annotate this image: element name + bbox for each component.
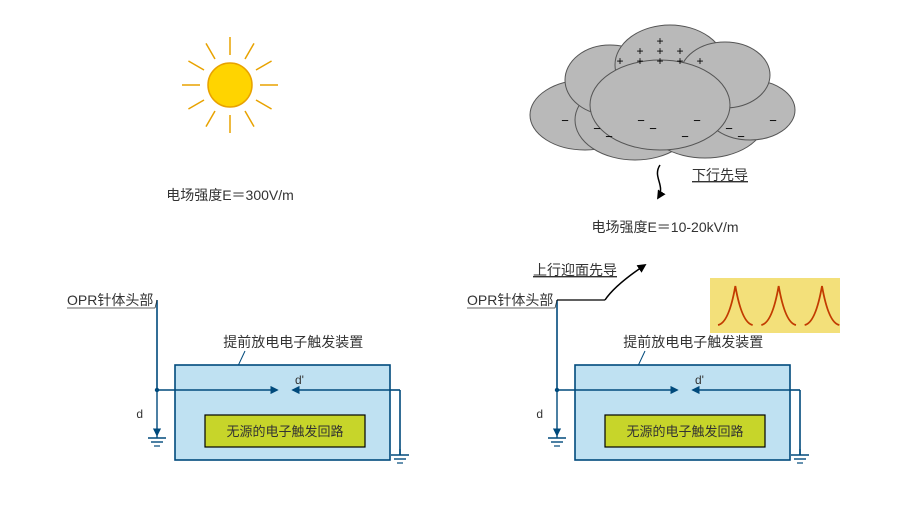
minus-charge: − — [561, 113, 569, 128]
d-label: d — [536, 407, 543, 421]
plus-charge: + — [696, 54, 703, 68]
sun-body — [208, 63, 252, 107]
sun-ray — [256, 61, 272, 70]
needle-label: OPR针体头部 — [467, 292, 553, 308]
needle-label: OPR针体头部 — [67, 292, 153, 308]
right-trigger-title: 提前放电电子触发装置 — [623, 334, 763, 350]
dprime-label: d' — [295, 373, 304, 387]
sun-ray — [206, 111, 215, 127]
down-leader-label: 下行先导 — [692, 167, 748, 183]
plus-charge: + — [616, 54, 623, 68]
minus-charge: − — [605, 129, 613, 144]
sun-ray — [245, 43, 254, 59]
sun-ray — [188, 61, 204, 70]
left-inner-label: 无源的电子触发回路 — [226, 424, 343, 439]
sun-ray — [188, 100, 204, 109]
left-trigger-title: 提前放电电子触发装置 — [223, 334, 363, 350]
sun-ray — [256, 100, 272, 109]
minus-charge: − — [637, 113, 645, 128]
dprime-label: d' — [695, 373, 704, 387]
left-field-label: 电场强度E＝300V/m — [166, 187, 294, 203]
up-leader-label: 上行迎面先导 — [533, 262, 617, 278]
d-label: d — [136, 407, 143, 421]
right-inner-label: 无源的电子触发回路 — [626, 424, 743, 439]
minus-charge: − — [769, 113, 777, 128]
minus-charge: − — [681, 129, 689, 144]
plus-charge: + — [636, 54, 643, 68]
sun-ray — [206, 43, 215, 59]
plus-charge: + — [676, 54, 683, 68]
sun-ray — [245, 111, 254, 127]
down-leader — [657, 165, 660, 198]
right-field-label: 电场强度E＝10-20kV/m — [591, 219, 738, 235]
minus-charge: − — [593, 121, 601, 136]
minus-charge: − — [725, 121, 733, 136]
minus-charge: − — [693, 113, 701, 128]
sun — [208, 63, 252, 107]
plus-charge: + — [656, 54, 663, 68]
minus-charge: − — [649, 121, 657, 136]
minus-charge: − — [737, 129, 745, 144]
